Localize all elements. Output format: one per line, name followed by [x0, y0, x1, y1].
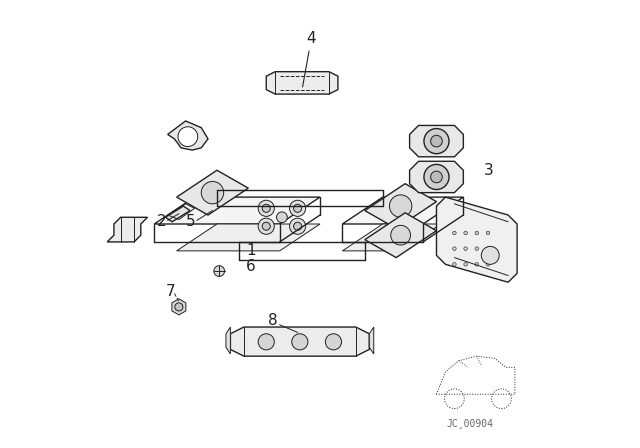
- Circle shape: [276, 212, 287, 223]
- Circle shape: [262, 204, 270, 212]
- Circle shape: [452, 263, 456, 266]
- Circle shape: [258, 334, 275, 350]
- Polygon shape: [230, 327, 369, 356]
- Circle shape: [486, 263, 490, 266]
- Circle shape: [262, 222, 270, 230]
- Text: 7: 7: [165, 284, 175, 299]
- Circle shape: [214, 266, 225, 276]
- Polygon shape: [266, 72, 338, 94]
- Circle shape: [452, 247, 456, 250]
- Circle shape: [452, 231, 456, 235]
- Circle shape: [258, 200, 275, 216]
- Polygon shape: [177, 224, 320, 251]
- Circle shape: [424, 129, 449, 154]
- Polygon shape: [436, 197, 517, 282]
- Circle shape: [464, 247, 467, 250]
- Ellipse shape: [481, 246, 499, 264]
- Circle shape: [475, 231, 479, 235]
- Circle shape: [391, 225, 410, 245]
- Circle shape: [431, 135, 442, 147]
- Circle shape: [390, 195, 412, 217]
- Polygon shape: [410, 161, 463, 193]
- Circle shape: [178, 127, 198, 146]
- Circle shape: [294, 204, 301, 212]
- Polygon shape: [154, 197, 320, 224]
- Polygon shape: [108, 217, 148, 242]
- Polygon shape: [165, 206, 190, 222]
- Polygon shape: [410, 125, 463, 157]
- Text: 2: 2: [157, 214, 166, 229]
- Circle shape: [464, 231, 467, 235]
- Circle shape: [294, 222, 301, 230]
- Text: JC¸00904: JC¸00904: [447, 418, 493, 428]
- Circle shape: [325, 334, 342, 350]
- Circle shape: [475, 263, 479, 266]
- Text: 6: 6: [246, 259, 256, 274]
- Text: 4: 4: [303, 30, 316, 87]
- Circle shape: [475, 247, 479, 250]
- Circle shape: [289, 218, 306, 234]
- Polygon shape: [168, 121, 208, 150]
- Circle shape: [258, 218, 275, 234]
- Polygon shape: [365, 184, 436, 228]
- Circle shape: [292, 334, 308, 350]
- Circle shape: [424, 164, 449, 190]
- Text: 8: 8: [269, 313, 278, 328]
- Circle shape: [486, 247, 490, 250]
- Polygon shape: [342, 224, 441, 251]
- Circle shape: [202, 181, 224, 204]
- Polygon shape: [365, 213, 436, 258]
- Circle shape: [431, 171, 442, 183]
- Polygon shape: [226, 327, 230, 354]
- Polygon shape: [342, 197, 463, 224]
- Circle shape: [175, 303, 183, 311]
- Circle shape: [486, 231, 490, 235]
- Polygon shape: [369, 327, 374, 354]
- Circle shape: [289, 200, 306, 216]
- Circle shape: [464, 263, 467, 266]
- Polygon shape: [172, 299, 186, 315]
- Text: 1: 1: [246, 243, 256, 258]
- Text: 3: 3: [484, 163, 493, 178]
- Text: 5: 5: [186, 214, 195, 229]
- Polygon shape: [177, 170, 248, 215]
